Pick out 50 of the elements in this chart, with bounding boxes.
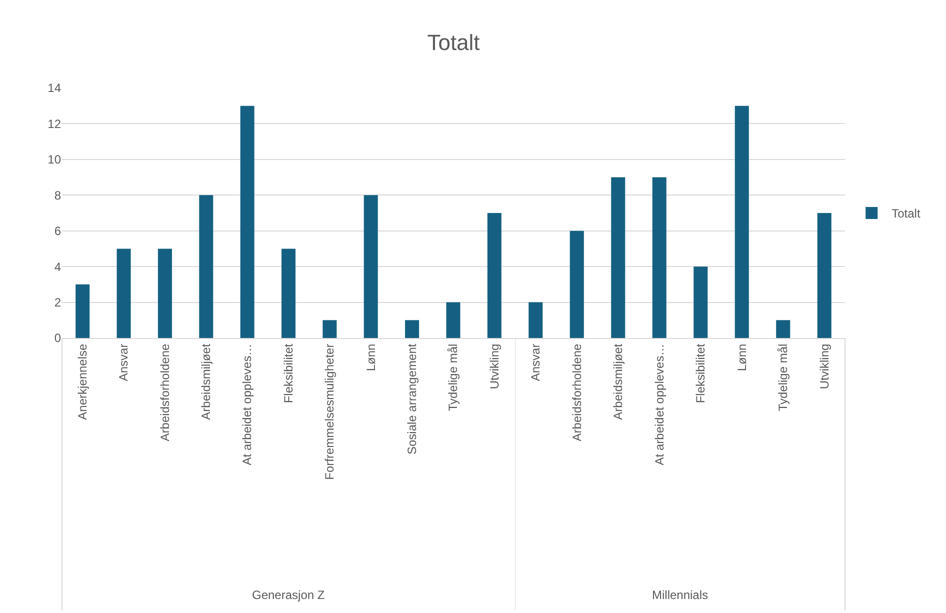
bar: [282, 248, 296, 338]
y-tick-label: 2: [54, 295, 62, 310]
x-tick-label: Forfremmelsesmuligheter: [322, 344, 337, 480]
x-tick-label: Tydelige mål: [446, 344, 460, 412]
bar: [76, 284, 90, 338]
y-tick-label: 14: [48, 81, 62, 96]
chart-title: Totalt: [426, 30, 481, 56]
bar: [528, 302, 543, 338]
x-tick-label: Lønn: [734, 344, 749, 372]
y-tick-label: 10: [48, 152, 62, 167]
legend-label: Totalt: [892, 206, 922, 221]
bar: [818, 213, 832, 338]
y-tick-label: 4: [54, 260, 62, 274]
x-tick-label: Anerkjennelse: [75, 343, 90, 420]
bar: [405, 320, 420, 338]
bar: [364, 195, 378, 338]
x-tick-label: Sosiale arrangement: [404, 343, 419, 455]
y-tick-label: 12: [48, 116, 62, 131]
bar: [158, 248, 172, 338]
bar: [694, 266, 708, 338]
x-tick-label: Tydelige mål: [776, 344, 790, 412]
x-tick-label: At arbeidet oppleves…: [240, 344, 254, 466]
bar: [776, 320, 790, 338]
bar: [116, 248, 131, 338]
bar: [611, 177, 626, 338]
x-axis-title: Millennials: [652, 588, 708, 602]
y-tick-label: 0: [54, 331, 62, 346]
x-tick-label: Ansvar: [116, 344, 131, 382]
bar: [199, 195, 214, 338]
bar: [240, 106, 254, 338]
x-tick-label: Arbeidsforholdene: [570, 343, 584, 442]
x-tick-label: Lønn: [364, 344, 378, 372]
bar: [487, 213, 502, 338]
x-tick-label: At arbeidet oppleves…: [652, 344, 666, 466]
bar: [322, 320, 337, 338]
bar: [570, 230, 584, 338]
bar: [446, 302, 460, 338]
x-tick-label: Ansvar: [528, 344, 543, 382]
x-tick-label: Utvikling: [487, 344, 502, 390]
x-tick-label: Utvikling: [817, 344, 832, 390]
x-tick-label: Arbeidsforholdene: [158, 343, 172, 442]
x-tick-label: Fleksibilitet: [281, 343, 296, 404]
bar: [652, 177, 667, 338]
y-tick-label: 6: [54, 224, 62, 238]
x-tick-label: Arbeidsmiljøet: [611, 343, 626, 420]
x-tick-label: Fleksibilitet: [694, 343, 708, 404]
bar: [735, 106, 750, 338]
x-axis-title: Generasjon Z: [252, 588, 325, 602]
y-tick-label: 8: [54, 188, 62, 202]
x-tick-label: Arbeidsmiljøet: [199, 343, 214, 420]
